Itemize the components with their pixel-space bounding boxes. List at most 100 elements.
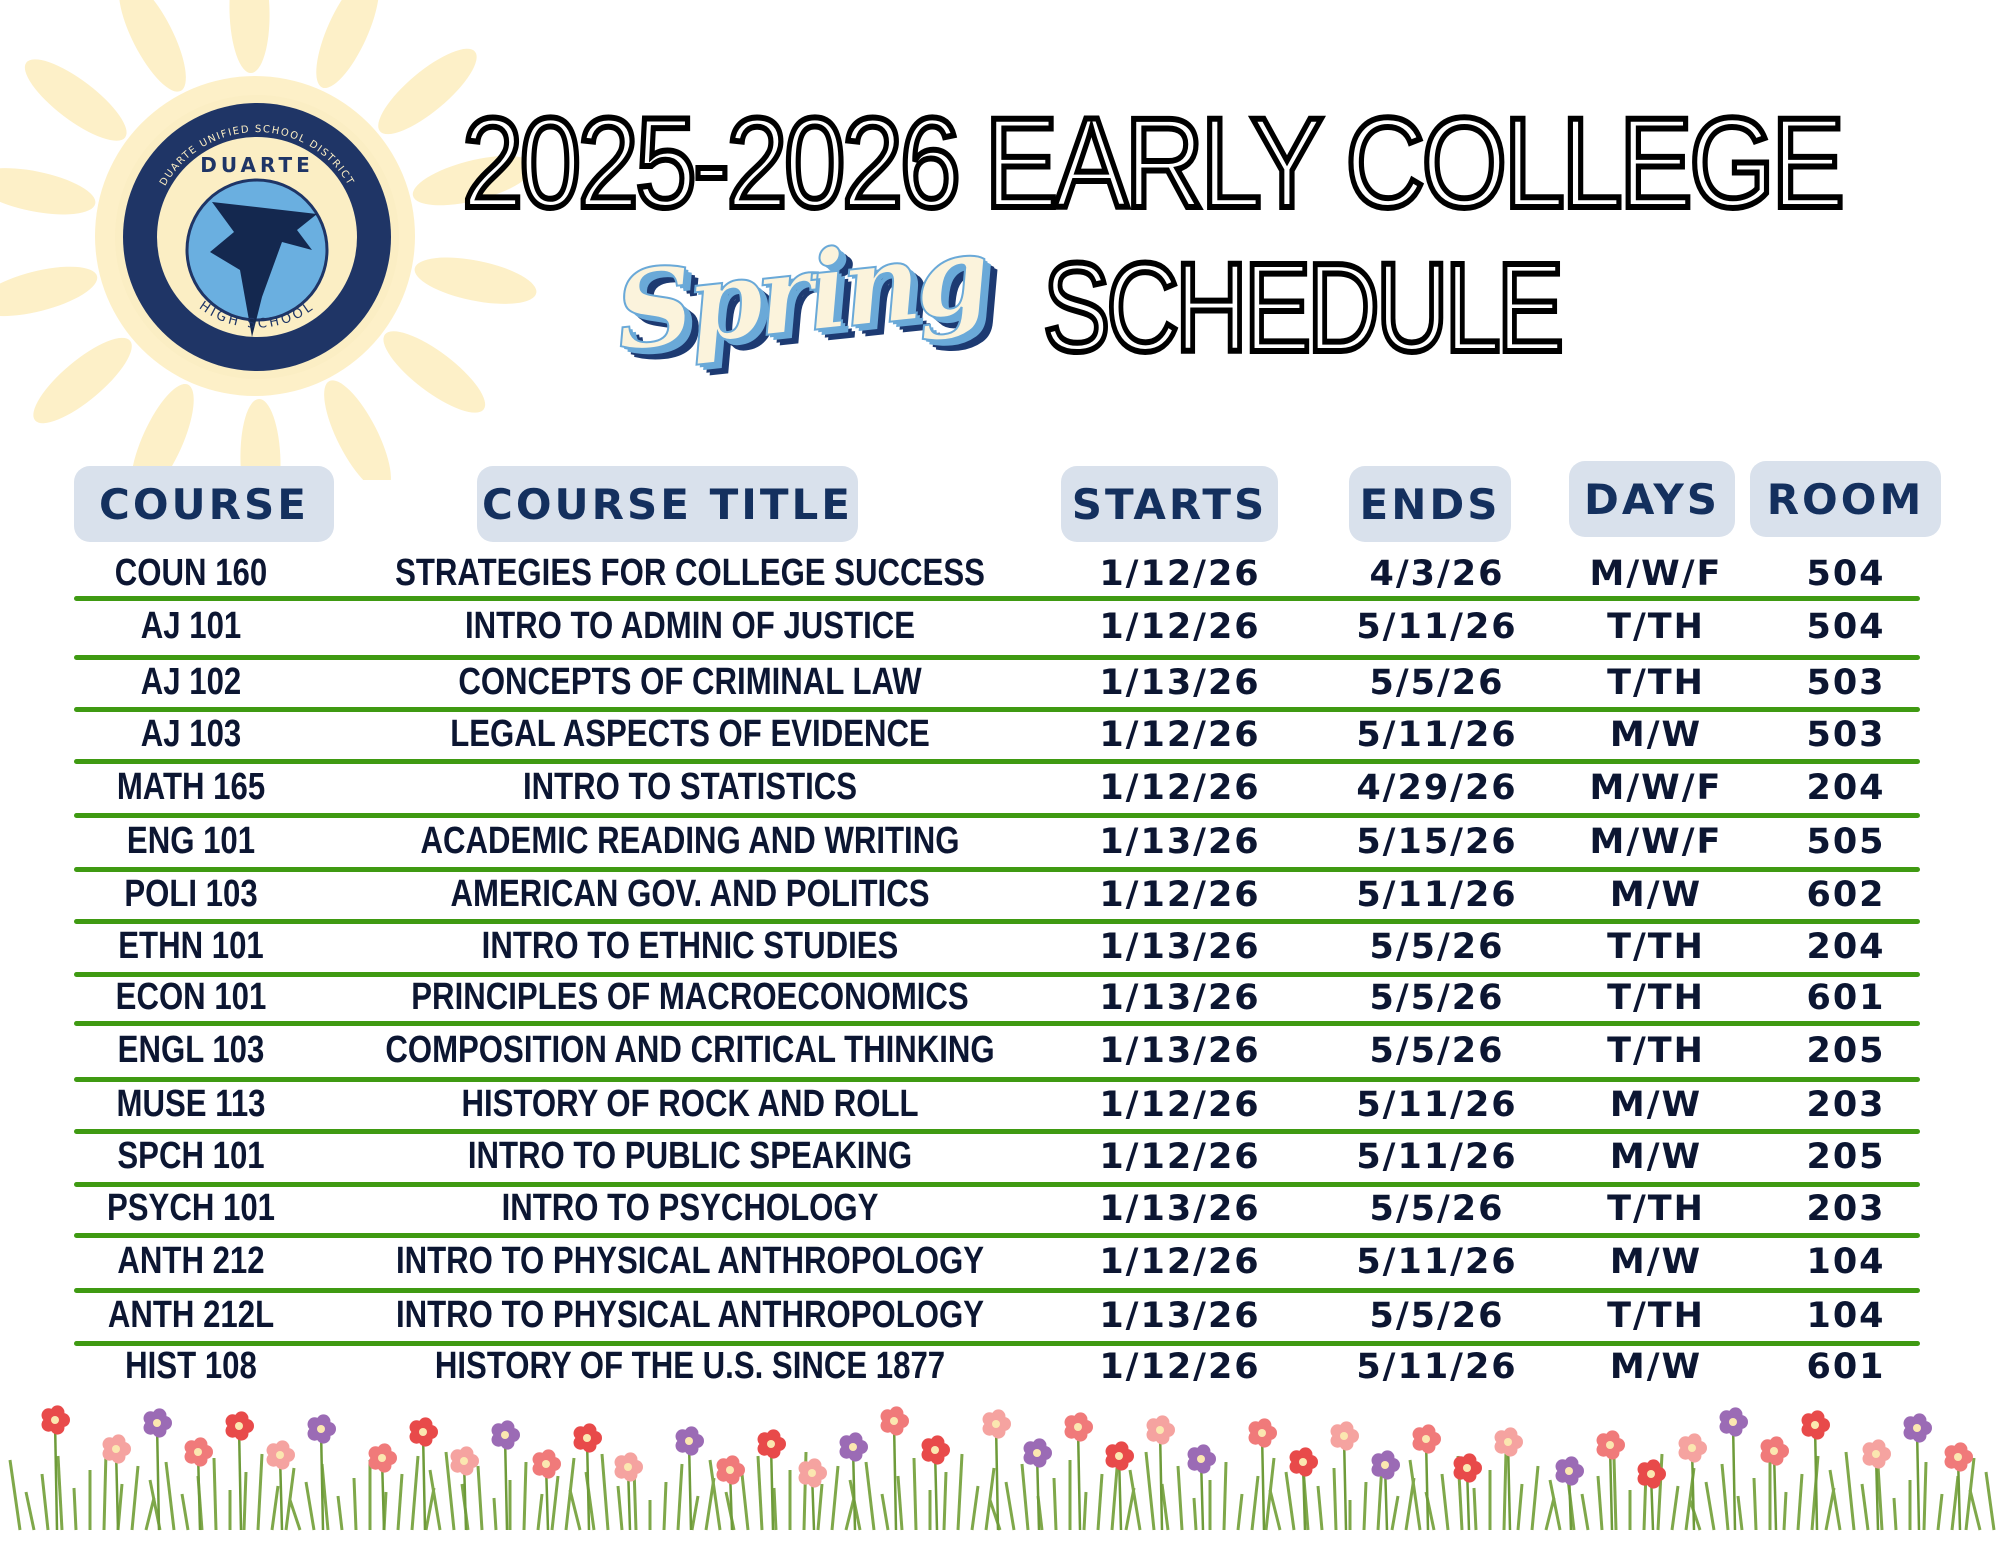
sun-ray (33, 337, 132, 424)
row-divider (74, 1288, 1920, 1293)
grass-blade (284, 1467, 296, 1531)
row-divider (74, 813, 1920, 818)
flower-icon (102, 1434, 131, 1464)
flower-icon (1944, 1442, 1973, 1472)
start-date: 1/12/26 (1099, 553, 1261, 594)
grass-blade (1810, 1455, 1820, 1531)
grass-blade (102, 1451, 108, 1531)
flower-icon (307, 1414, 336, 1444)
row-divider (74, 972, 1920, 977)
grass-blade (212, 1457, 218, 1531)
sun-ray (414, 257, 537, 304)
flower-stem (1342, 1435, 1348, 1531)
grass-blade (144, 1497, 156, 1531)
logo-name: DUARTE (200, 153, 314, 177)
end-date: 4/29/26 (1356, 767, 1518, 808)
grass-blade (1968, 1489, 1982, 1531)
course-code: AJ 103 (140, 713, 242, 756)
column-header-starts: STARTS (1061, 466, 1278, 542)
grass-blade (1950, 1475, 1960, 1531)
grass-blade (550, 1475, 560, 1531)
meeting-days: M/W (1609, 1084, 1703, 1125)
row-divider (74, 655, 1920, 660)
course-title: INTRO TO PHYSICAL ANTHROPOLOGY (395, 1294, 985, 1337)
meeting-days: T/TH (1607, 662, 1705, 703)
grass-blade (816, 1483, 824, 1531)
grass-blade (1020, 1463, 1030, 1531)
grass-blade (1096, 1473, 1104, 1531)
course-code: HIST 108 (125, 1345, 257, 1388)
grass-blade (830, 1465, 840, 1531)
flower-icon (1494, 1427, 1523, 1457)
row-divider (74, 707, 1920, 712)
flower-icon (1023, 1438, 1052, 1468)
flower-stem (237, 1425, 243, 1531)
course-title: PRINCIPLES OF MACROECONOMICS (411, 976, 969, 1019)
course-code: ECON 101 (115, 976, 267, 1019)
start-date: 1/13/26 (1099, 662, 1261, 703)
course-code: PSYCH 101 (106, 1187, 276, 1230)
grass-blade (690, 1495, 700, 1531)
end-date: 5/5/26 (1369, 926, 1505, 967)
meeting-days: T/TH (1607, 1188, 1705, 1229)
room-number: 104 (1806, 1295, 1886, 1336)
meeting-days: M/W/F (1589, 821, 1723, 862)
end-date: 4/3/26 (1369, 553, 1505, 594)
flower-icon (757, 1429, 786, 1459)
sun-ray (229, 0, 270, 74)
grass-blade (1284, 1471, 1296, 1531)
course-code: MATH 165 (116, 766, 266, 809)
flower-icon (982, 1409, 1011, 1439)
room-number: 504 (1806, 553, 1886, 594)
grass-blade (24, 1491, 36, 1531)
flower-stem (994, 1423, 1000, 1531)
meeting-days: M/W (1609, 1136, 1703, 1177)
start-date: 1/13/26 (1099, 1295, 1261, 1336)
sun-ray (130, 383, 194, 480)
row-divider (74, 919, 1920, 924)
grass-blade (1752, 1477, 1758, 1531)
grass-blade (1236, 1493, 1244, 1531)
grass-blade (410, 1455, 420, 1531)
course-code: ENGL 103 (117, 1029, 265, 1072)
grass-blade (1688, 1499, 1702, 1531)
grass-blade (536, 1493, 544, 1531)
row-divider (74, 1021, 1920, 1026)
grass-blade (970, 1485, 980, 1531)
grass-blade (1362, 1481, 1368, 1531)
grass-blade (1128, 1469, 1142, 1531)
flower-icon (184, 1437, 213, 1467)
flower-icon (1064, 1412, 1093, 1442)
flower-icon (1760, 1436, 1789, 1466)
course-code: POLI 103 (124, 873, 258, 916)
grass-blade (600, 1453, 610, 1531)
course-code: AJ 101 (140, 605, 242, 648)
grass-blade (1720, 1463, 1730, 1531)
flower-icon (716, 1455, 745, 1485)
grass-blade (1580, 1493, 1590, 1531)
flower-icon (675, 1426, 704, 1456)
room-number: 503 (1806, 714, 1886, 755)
grass-blade (1876, 1465, 1884, 1531)
grass-blade (164, 1461, 176, 1531)
flower-stem (1260, 1432, 1266, 1531)
flower-icon (839, 1432, 868, 1462)
flower-icon (491, 1420, 520, 1450)
meeting-days: T/TH (1607, 977, 1705, 1018)
grass-blade (396, 1473, 404, 1531)
grass-blade (1316, 1485, 1324, 1531)
sun-ray (240, 398, 281, 480)
room-number: 204 (1806, 926, 1886, 967)
room-number: 504 (1806, 606, 1886, 647)
start-date: 1/12/26 (1099, 1136, 1261, 1177)
flower-icon (450, 1446, 479, 1476)
grass-blade (1548, 1479, 1562, 1531)
course-title: INTRO TO STATISTICS (522, 766, 858, 809)
course-title: INTRO TO ETHNIC STUDIES (481, 925, 899, 968)
flower-icon (1453, 1453, 1482, 1483)
course-title: CONCEPTS OF CRIMINAL LAW (458, 661, 922, 704)
grass-blade (40, 1473, 50, 1531)
start-date: 1/12/26 (1099, 1084, 1261, 1125)
row-divider (74, 1077, 1920, 1082)
course-title: INTRO TO ADMIN OF JUSTICE (464, 605, 916, 648)
